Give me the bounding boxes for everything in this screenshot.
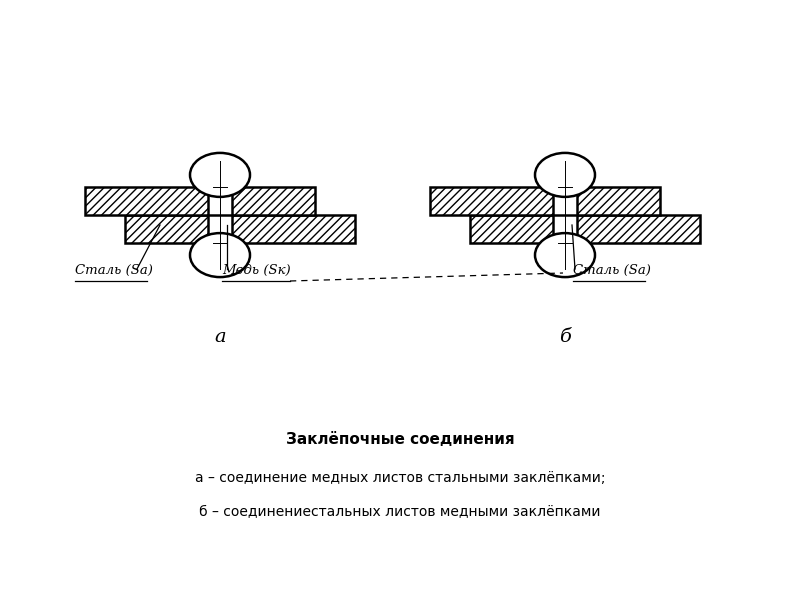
Text: б – соединениестальных листов медными заклёпками: б – соединениестальных листов медными за… — [199, 505, 601, 519]
Bar — [208, 187, 232, 243]
Bar — [553, 187, 577, 243]
Text: б: б — [559, 328, 571, 346]
Bar — [125, 215, 355, 243]
Text: Заклёпочные соединения: Заклёпочные соединения — [286, 433, 514, 448]
Text: а: а — [214, 328, 226, 346]
Text: Медь (Sк): Медь (Sк) — [222, 264, 290, 277]
Text: а – соединение медных листов стальными заклёпками;: а – соединение медных листов стальными з… — [194, 471, 606, 485]
Bar — [85, 187, 315, 215]
Bar — [208, 187, 232, 243]
Ellipse shape — [190, 233, 250, 277]
Bar — [470, 215, 700, 243]
Bar — [430, 187, 660, 215]
Bar — [553, 187, 577, 243]
Text: Сталь (Sа): Сталь (Sа) — [75, 264, 153, 277]
Ellipse shape — [535, 233, 595, 277]
Ellipse shape — [535, 153, 595, 197]
Ellipse shape — [190, 153, 250, 197]
Text: Сталь (Sа): Сталь (Sа) — [573, 264, 651, 277]
